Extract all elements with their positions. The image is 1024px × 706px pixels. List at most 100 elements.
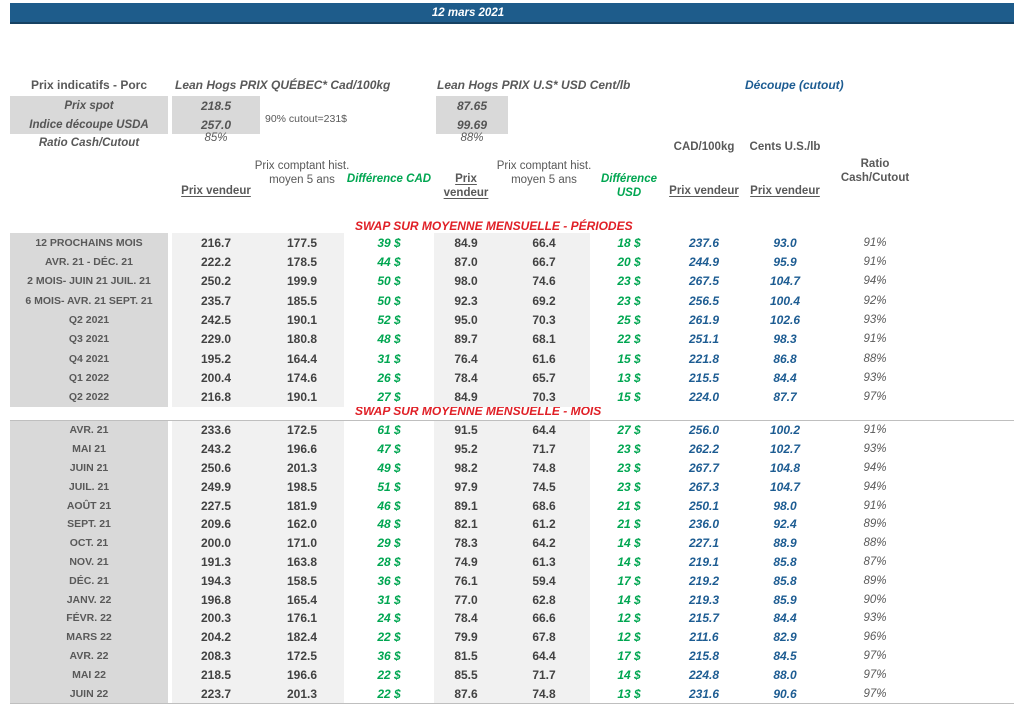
cell-prix-vendeur-cad: 200.4 <box>172 368 260 388</box>
cell-prix-comptant-cad: 201.3 <box>260 458 344 478</box>
cell-prix-vendeur-cad: 250.6 <box>172 458 260 478</box>
row-label: MARS 22 <box>10 627 168 647</box>
cell-prix-vendeur-usd: 89.7 <box>434 329 498 349</box>
cutout-note: 90% cutout=231$ <box>265 113 348 125</box>
cell-ratio-cash-cutout: 88% <box>863 352 887 365</box>
cell-prix-comptant-usd: 68.1 <box>498 329 590 349</box>
row-label: 12 PROCHAINS MOIS <box>10 233 168 253</box>
cell-prix-vendeur-usd: 97.9 <box>434 477 498 497</box>
cell-prix-vendeur-cad100: 224.0 <box>688 390 720 405</box>
cell-prix-comptant-cad: 172.5 <box>260 646 344 666</box>
cell-prix-vendeur-cents: 104.8 <box>769 460 801 475</box>
report-date: 12 mars 2021 <box>431 6 505 19</box>
cell-prix-vendeur-cad: 216.8 <box>172 387 260 407</box>
cell-difference-cad: 48 $ <box>344 329 434 349</box>
table-row: 12 PROCHAINS MOIS 216.7 177.5 39 $ 84.9 … <box>10 233 920 253</box>
table-row: Q1 2022 200.4 174.6 26 $ 78.4 65.7 13 $ … <box>10 368 920 388</box>
cell-prix-vendeur-cents: 84.5 <box>773 648 797 663</box>
cell-difference-cad: 36 $ <box>344 646 434 666</box>
cell-difference-usd: 14 $ <box>590 590 668 609</box>
col-header-prix-vendeur-cad100: Prix vendeur <box>669 185 739 197</box>
table-row: OCT. 21 200.0 171.0 29 $ 78.3 64.2 14 $ … <box>10 533 920 553</box>
cell-difference-cad: 44 $ <box>344 252 434 272</box>
row-label: Q1 2022 <box>10 368 168 388</box>
table-row: DÉC. 21 194.3 158.5 36 $ 76.1 59.4 17 $ … <box>10 571 920 591</box>
row-label: NOV. 21 <box>10 552 168 572</box>
cell-prix-comptant-usd: 64.4 <box>498 421 590 440</box>
cell-difference-cad: 49 $ <box>344 458 434 478</box>
cell-prix-vendeur-cents: 102.6 <box>769 312 801 327</box>
cell-difference-usd: 14 $ <box>590 533 668 553</box>
cell-prix-vendeur-cad: 191.3 <box>172 552 260 572</box>
cell-prix-vendeur-cents: 104.7 <box>769 479 801 494</box>
cell-prix-comptant-cad: 181.9 <box>260 496 344 515</box>
cell-ratio-cash-cutout: 94% <box>863 480 887 493</box>
cell-prix-vendeur-cents: 86.8 <box>773 351 797 366</box>
cell-prix-vendeur-cad100: 221.8 <box>688 351 720 366</box>
cell-difference-cad: 36 $ <box>344 571 434 591</box>
row-label: AVR. 22 <box>10 646 168 666</box>
cell-prix-comptant-usd: 71.7 <box>498 665 590 685</box>
cell-ratio-cash-cutout: 93% <box>863 313 887 326</box>
cell-prix-vendeur-cad: 194.3 <box>172 571 260 591</box>
cell-prix-vendeur-usd: 76.4 <box>434 348 498 369</box>
col-header-prix-vendeur-cents: Prix vendeur <box>750 185 820 197</box>
cell-difference-usd: 23 $ <box>590 458 668 478</box>
cell-prix-comptant-cad: 162.0 <box>260 514 344 534</box>
cell-prix-vendeur-cad100: 224.8 <box>688 667 720 682</box>
cell-prix-vendeur-cents: 90.6 <box>773 686 797 701</box>
cell-difference-cad: 24 $ <box>344 608 434 628</box>
table-row: Q3 2021 229.0 180.8 48 $ 89.7 68.1 22 $ … <box>10 329 920 349</box>
section-title-mois: SWAP SUR MOYENNE MENSUELLE - MOIS <box>355 404 602 418</box>
table-row: FÉVR. 22 200.3 176.1 24 $ 78.4 66.6 12 $… <box>10 608 920 628</box>
cell-difference-cad: 48 $ <box>344 514 434 534</box>
cell-prix-vendeur-cad: 227.5 <box>172 496 260 515</box>
cell-prix-vendeur-cad: 200.0 <box>172 533 260 553</box>
cell-prix-vendeur-cad100: 251.1 <box>688 332 720 347</box>
section-divider-line <box>10 420 1014 421</box>
cell-prix-vendeur-usd: 87.0 <box>434 252 498 272</box>
cell-prix-vendeur-usd: 82.1 <box>434 514 498 534</box>
row-label: AOÛT 21 <box>10 496 168 515</box>
cell-prix-vendeur-cad: 216.7 <box>172 233 260 253</box>
spot-price-usd: 87.65 <box>456 98 488 113</box>
cell-ratio-cash-cutout: 93% <box>863 612 887 625</box>
cell-prix-comptant-usd: 74.6 <box>498 271 590 291</box>
cell-ratio-cash-cutout: 94% <box>863 275 887 288</box>
row-label: JUIL. 21 <box>10 477 168 497</box>
cell-prix-vendeur-cents: 84.4 <box>773 370 797 385</box>
row-label: DÉC. 21 <box>10 571 168 591</box>
cell-prix-comptant-cad: 172.5 <box>260 421 344 440</box>
cell-prix-comptant-cad: 182.4 <box>260 627 344 647</box>
table-row: SEPT. 21 209.6 162.0 48 $ 82.1 61.2 21 $… <box>10 514 920 534</box>
cell-prix-vendeur-cad100: 236.0 <box>688 517 720 532</box>
col-header-difference-cad: Différence CAD <box>346 173 432 185</box>
table-row: 2 MOIS- JUIN 21 JUIL. 21 250.2 199.9 50 … <box>10 271 920 291</box>
cell-prix-vendeur-usd: 85.5 <box>434 665 498 685</box>
cell-prix-comptant-usd: 61.3 <box>498 552 590 572</box>
cell-prix-vendeur-usd: 95.0 <box>434 310 498 330</box>
cell-prix-vendeur-usd: 78.4 <box>434 368 498 388</box>
col-header-ratio-cash-cutout: Ratio Cash/Cutout <box>840 158 910 184</box>
cell-prix-comptant-usd: 74.8 <box>498 684 590 703</box>
cell-prix-comptant-usd: 70.3 <box>498 310 590 330</box>
cell-prix-comptant-usd: 71.7 <box>498 439 590 459</box>
cell-prix-comptant-cad: 177.5 <box>260 233 344 253</box>
cell-prix-vendeur-cad100: 267.3 <box>688 479 720 494</box>
table-row: AVR. 22 208.3 172.5 36 $ 81.5 64.4 17 $ … <box>10 646 920 666</box>
cell-difference-usd: 12 $ <box>590 627 668 647</box>
cell-prix-vendeur-cad100: 250.1 <box>688 498 720 513</box>
cell-ratio-cash-cutout: 92% <box>863 294 887 307</box>
cell-prix-vendeur-usd: 95.2 <box>434 439 498 459</box>
cell-difference-cad: 28 $ <box>344 552 434 572</box>
cell-prix-vendeur-cents: 85.8 <box>773 573 797 588</box>
cell-prix-comptant-cad: 158.5 <box>260 571 344 591</box>
table-row: NOV. 21 191.3 163.8 28 $ 74.9 61.3 14 $ … <box>10 552 920 572</box>
cell-difference-usd: 13 $ <box>590 368 668 388</box>
cell-prix-vendeur-usd: 84.9 <box>434 233 498 253</box>
col-header-prix-comptant-cad: Prix comptant hist. moyen 5 ans <box>254 160 350 186</box>
cell-prix-comptant-usd: 74.8 <box>498 458 590 478</box>
table-row: AVR. 21 233.6 172.5 61 $ 91.5 64.4 27 $ … <box>10 421 920 440</box>
cell-prix-vendeur-cad: 233.6 <box>172 421 260 440</box>
cell-prix-vendeur-usd: 79.9 <box>434 627 498 647</box>
